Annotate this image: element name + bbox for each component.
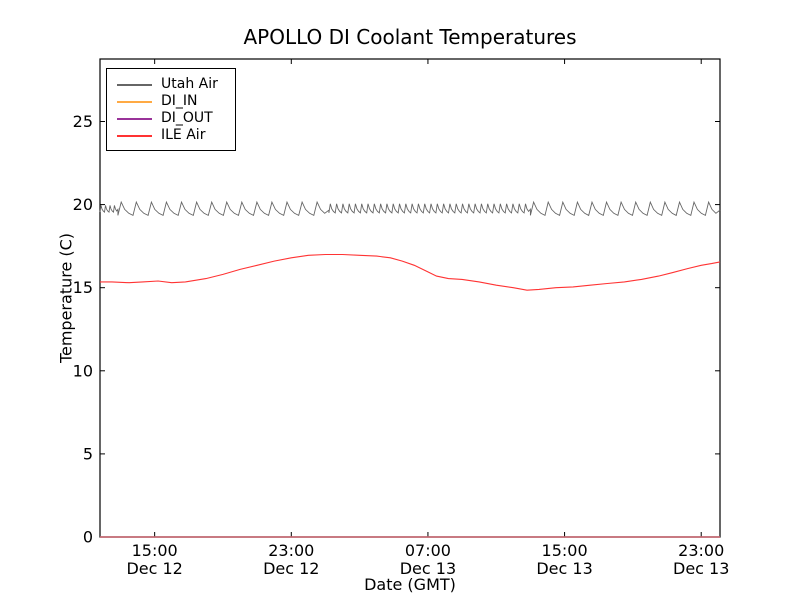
y-tick-label: 15 xyxy=(73,278,93,297)
x-tick-label-time: 15:00 xyxy=(542,541,588,560)
y-tick-label: 20 xyxy=(73,195,93,214)
legend-label: ILE Air xyxy=(161,127,206,143)
y-tick-label: 25 xyxy=(73,112,93,131)
legend-line-sample xyxy=(117,117,152,120)
series-ile-air xyxy=(100,253,721,291)
x-tick-label-time: 07:00 xyxy=(405,541,451,560)
x-tick-label-date: Dec 13 xyxy=(536,559,592,578)
x-tick-label-date: Dec 12 xyxy=(263,559,319,578)
legend-label: DI_IN xyxy=(161,93,198,109)
x-tick-label-time: 23:00 xyxy=(678,541,724,560)
x-tick-label-date: Dec 13 xyxy=(673,559,729,578)
x-tick-label-date: Dec 13 xyxy=(400,559,456,578)
y-tick-label: 5 xyxy=(83,444,93,463)
legend-line-sample xyxy=(117,134,152,137)
legend-item-di-out: DI_OUT xyxy=(117,110,229,127)
legend-label: DI_OUT xyxy=(161,110,213,126)
legend-item-utah-air: Utah Air xyxy=(117,76,229,93)
y-tick-label: 10 xyxy=(73,361,93,380)
legend: Utah Air DI_IN DI_OUT ILE Air xyxy=(106,68,236,151)
legend-line-sample xyxy=(117,83,152,86)
legend-line-sample xyxy=(117,100,152,103)
x-tick-label-time: 15:00 xyxy=(132,541,178,560)
series-utah-air xyxy=(99,200,721,217)
y-tick-label: 0 xyxy=(83,528,93,547)
x-axis-label: Date (GMT) xyxy=(364,575,456,594)
x-tick-label-date: Dec 12 xyxy=(126,559,182,578)
legend-item-di-in: DI_IN xyxy=(117,93,229,110)
chart-title: APOLLO DI Coolant Temperatures xyxy=(243,25,577,49)
x-tick-label-time: 23:00 xyxy=(268,541,314,560)
legend-item-ile-air: ILE Air xyxy=(117,127,229,144)
legend-label: Utah Air xyxy=(161,76,218,92)
y-axis-label: Temperature (C) xyxy=(56,232,76,364)
